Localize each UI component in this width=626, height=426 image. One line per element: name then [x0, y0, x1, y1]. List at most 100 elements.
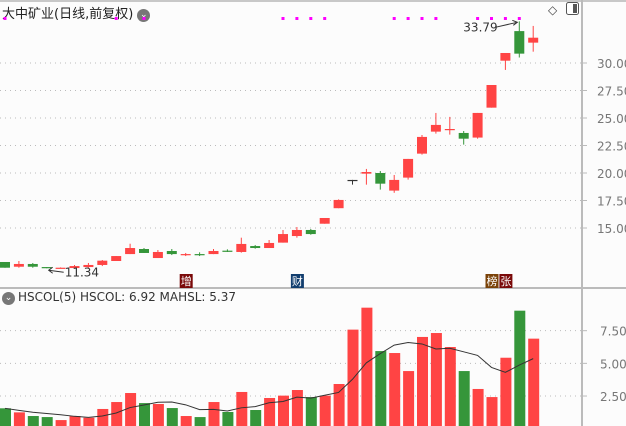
hscol-bar	[166, 408, 178, 426]
event-marker[interactable]	[485, 274, 499, 288]
chart-title: 大中矿业(日线,前复权)	[2, 7, 134, 22]
hscol-bar	[250, 410, 262, 426]
event-marker-label: 张	[500, 275, 511, 288]
signal-dot	[434, 17, 438, 20]
candle-body	[236, 243, 247, 252]
candle-body	[83, 264, 94, 268]
panel-toggle-icon[interactable]	[566, 2, 579, 18]
price-tick-label: 17.50	[597, 195, 626, 209]
indicator-header: ⌄ HSCOL(5) HSCOL: 6.92 MAHSL: 5.37	[2, 290, 236, 305]
event-marker-label: 财	[292, 274, 303, 288]
indicator-tick-label: 2.50	[600, 390, 626, 404]
signal-dot	[309, 17, 313, 20]
hscol-bar	[472, 388, 484, 426]
candle-body	[444, 129, 455, 131]
hscol-bar	[319, 395, 331, 426]
candle-body	[111, 256, 122, 261]
price-tick-label: 30.00	[597, 57, 626, 71]
signal-dot	[476, 17, 480, 20]
candle-body	[472, 112, 483, 138]
candle-body	[264, 242, 275, 249]
indicator-name: HSCOL(5)	[18, 290, 77, 304]
hscol-bar	[403, 371, 415, 426]
event-marker[interactable]	[290, 274, 304, 288]
candle-body	[403, 158, 414, 178]
candle-body	[139, 249, 149, 253]
event-marker[interactable]	[499, 274, 513, 288]
mahsl-value: MAHSL: 5.37	[159, 290, 237, 304]
candle-body	[152, 251, 163, 259]
candle-body	[417, 136, 427, 154]
price-tick-label: 22.50	[597, 140, 626, 154]
hscol-bar	[305, 397, 317, 426]
signal-dot	[281, 17, 285, 20]
indicator-tick-label: 7.50	[600, 325, 626, 339]
event-marker-label: 榜	[487, 274, 498, 288]
hscol-bar	[222, 411, 234, 426]
hscol-bar	[430, 333, 442, 426]
mahsl-line	[4, 341, 534, 418]
signal-dot	[142, 17, 146, 20]
hscol-bar	[125, 393, 137, 426]
hscol-bar	[13, 412, 25, 426]
signal-dot	[406, 17, 410, 20]
price-tick-label: 25.00	[597, 112, 626, 126]
hscol-bar	[264, 397, 276, 426]
candle-body	[166, 250, 177, 255]
event-marker[interactable]	[179, 274, 193, 288]
hscol-bar	[444, 347, 456, 426]
low-price-label: 11.34	[65, 265, 99, 279]
hscol-bar	[111, 402, 123, 426]
hscol-bar	[83, 417, 95, 426]
candle-body	[222, 250, 233, 252]
hscol-bar	[180, 416, 192, 426]
signal-dot	[3, 17, 7, 20]
price-tick-label: 27.50	[597, 85, 626, 99]
high-price-label: 33.79	[463, 20, 497, 34]
hscol-bar	[27, 416, 39, 426]
signal-dot	[392, 17, 396, 20]
signal-dot	[490, 17, 493, 20]
candle-body	[291, 229, 302, 237]
hscol-bar	[347, 329, 359, 426]
candle-body	[528, 37, 539, 43]
hscol-bar	[361, 307, 373, 426]
candle-body	[430, 124, 441, 132]
candle-body	[97, 260, 108, 265]
hscol-bar	[0, 408, 11, 426]
candle-body	[69, 266, 80, 269]
candle-body	[55, 267, 66, 269]
hscol-bar	[417, 336, 428, 426]
candle-body	[13, 263, 24, 267]
candle-body	[250, 246, 261, 249]
candle-body	[208, 250, 219, 255]
candle-body	[375, 173, 386, 184]
hscol-bar	[486, 397, 498, 426]
candle-body	[319, 217, 330, 224]
hscol-bar	[500, 357, 512, 426]
indicator-menu-icon[interactable]: ⌄	[2, 292, 15, 305]
hscol-bar	[69, 416, 81, 426]
signal-dot	[295, 17, 299, 20]
candle-body	[305, 229, 316, 235]
hscol-bar	[208, 402, 220, 426]
candle-body	[333, 199, 344, 209]
diamond-icon[interactable]: ◇	[548, 3, 558, 17]
hscol-bar	[194, 417, 206, 426]
indicator-tick-label: 5.00	[600, 357, 626, 371]
hscol-bar	[278, 395, 289, 426]
candle-body	[27, 263, 38, 267]
signal-dot	[503, 17, 507, 20]
top-border	[0, 0, 626, 2]
hscol-bar	[333, 384, 345, 426]
signal-dot	[517, 17, 521, 20]
low-arrow	[47, 266, 64, 274]
candle-body	[347, 179, 358, 182]
candle-body	[0, 261, 10, 268]
candle-body	[500, 52, 511, 61]
candle-body	[389, 179, 400, 191]
price-tick-label: 15.00	[597, 222, 626, 236]
chevron-down-icon[interactable]: ⌄	[137, 9, 151, 22]
hscol-bar	[514, 310, 526, 426]
